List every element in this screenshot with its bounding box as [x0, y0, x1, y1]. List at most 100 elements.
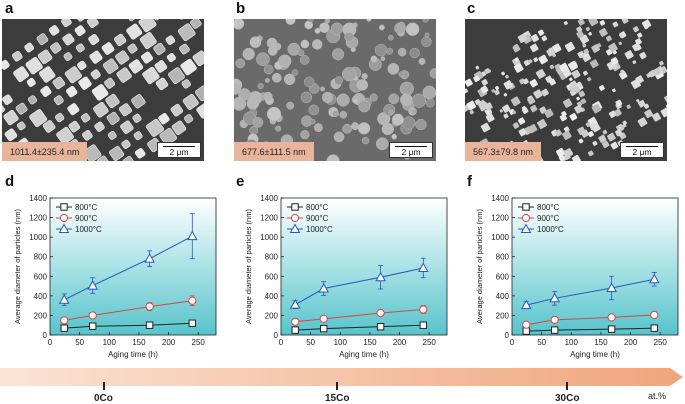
sem-micrograph-c [465, 19, 667, 161]
sem-image-b: 677.6±111.5 nm 2 μm [234, 19, 436, 161]
sem-size-label-c: 567.3±79.8 nm [465, 142, 541, 161]
data-point [88, 311, 97, 320]
y-tick-label: 1000 [29, 233, 47, 242]
y-tick-label: 0 [274, 331, 279, 340]
composition-unit: at.% [648, 391, 667, 401]
y-tick-label: 0 [43, 331, 48, 340]
data-point [145, 321, 154, 329]
data-point [550, 326, 559, 334]
data-point [291, 317, 300, 326]
data-point [650, 310, 659, 320]
y-tick-label: 600 [496, 272, 510, 281]
chart-svg-f: 0 200 400 600 800 1000 1200 1400 0 50 100 150 200 250… [475, 194, 679, 359]
y-tick-label: 200 [496, 311, 510, 320]
legend-marker [59, 213, 69, 223]
chart-svg-d: 0 200 400 600 800 1000 1200 1400 0 50 100 150 200 250… [13, 194, 217, 359]
scale-bar-label-c: 2 μm [632, 147, 652, 157]
panel-letter-c: c [467, 0, 476, 17]
sem-size-label-b: 677.6±111.5 nm [234, 142, 314, 161]
series-line [526, 327, 655, 332]
legend-marker [60, 203, 68, 211]
data-point [419, 321, 427, 329]
data-point [60, 316, 69, 325]
y-tick-label: 1400 [491, 194, 509, 203]
x-tick-label: 0 [279, 338, 284, 347]
y-tick-label: 1400 [260, 194, 278, 203]
scale-bar-label-b: 2 μm [401, 147, 421, 157]
data-point [417, 262, 429, 272]
scale-bar-a: 2 μm [157, 142, 201, 158]
data-point [88, 322, 97, 330]
data-point [607, 325, 616, 333]
panel-letter-e: e [236, 173, 245, 190]
data-point [60, 324, 68, 332]
data-point [607, 313, 616, 322]
x-tick-label: 150 [132, 338, 146, 347]
y-tick-label: 400 [34, 292, 48, 301]
y-tick-label: 600 [34, 272, 48, 281]
data-point [144, 253, 155, 263]
x-tick-label: 50 [537, 338, 546, 347]
data-point [419, 305, 428, 314]
tick-0co [103, 382, 105, 390]
y-tick-label: 0 [505, 331, 510, 340]
x-tick-label: 100 [334, 338, 348, 347]
data-point [145, 302, 154, 311]
y-tick-label: 1200 [260, 214, 278, 223]
series-line [526, 278, 655, 306]
series-line [64, 300, 193, 321]
y-tick-label: 400 [265, 292, 279, 301]
x-axis-label: Aging time (h) [108, 350, 158, 359]
x-tick-label: 150 [594, 338, 608, 347]
chart-f: 0 200 400 600 800 1000 1200 1400 0 50 100 150 200 250… [462, 192, 685, 367]
series-line [295, 324, 424, 331]
x-tick-label: 200 [162, 338, 176, 347]
data-point [376, 308, 385, 318]
data-point [188, 319, 196, 327]
data-point [648, 273, 660, 284]
chart-svg-e: 0 200 400 600 800 1000 1200 1400 0 50 100 150 200 250… [244, 194, 448, 359]
data-point [650, 324, 658, 332]
legend-label: 1000°C [75, 225, 102, 234]
legend-marker [291, 203, 299, 211]
y-tick-label: 1200 [491, 214, 509, 223]
data-point [549, 292, 561, 303]
composition-label-30co: 30Co [555, 393, 580, 404]
x-tick-label: 100 [103, 338, 117, 347]
legend-label: 800°C [75, 203, 98, 212]
scale-bar-c: 2 μm [620, 142, 664, 158]
scale-bar-b: 2 μm [389, 142, 433, 158]
y-tick-label: 600 [265, 272, 279, 281]
x-tick-label: 250 [654, 338, 668, 347]
sem-micrograph-a [2, 19, 204, 161]
x-tick-label: 200 [393, 338, 407, 347]
chart-e: 0 200 400 600 800 1000 1200 1400 0 50 100 150 200 250… [231, 192, 459, 367]
panel-letter-d: d [5, 173, 15, 190]
y-tick-label: 1400 [29, 194, 47, 203]
data-point [375, 271, 386, 282]
legend-label: 1000°C [306, 225, 333, 234]
legend-marker [289, 223, 301, 233]
x-tick-label: 50 [75, 338, 84, 347]
series-line [64, 322, 193, 329]
x-tick-label: 0 [48, 338, 53, 347]
legend-marker [520, 223, 532, 233]
legend-label: 900°C [75, 214, 98, 223]
data-point [188, 296, 197, 305]
sem-size-label-a: 1011.4±235.4 nm [2, 142, 88, 161]
x-tick-label: 250 [423, 338, 437, 347]
data-point [289, 299, 301, 309]
composition-arrow-body [0, 368, 683, 386]
data-point [319, 314, 328, 323]
tick-30co [566, 382, 568, 390]
x-tick-label: 50 [306, 338, 315, 347]
data-point [318, 282, 330, 293]
panel-letter-f: f [467, 173, 472, 190]
panel-letter-a: a [5, 0, 14, 17]
chart-d: 0 200 400 600 800 1000 1200 1400 0 50 100 150 200 250… [0, 192, 228, 367]
x-tick-label: 200 [624, 338, 638, 347]
plot-area [511, 197, 679, 336]
y-tick-label: 800 [496, 253, 510, 262]
y-tick-label: 400 [496, 292, 510, 301]
y-axis-label: Average diameter of particles (nm) [13, 209, 22, 324]
